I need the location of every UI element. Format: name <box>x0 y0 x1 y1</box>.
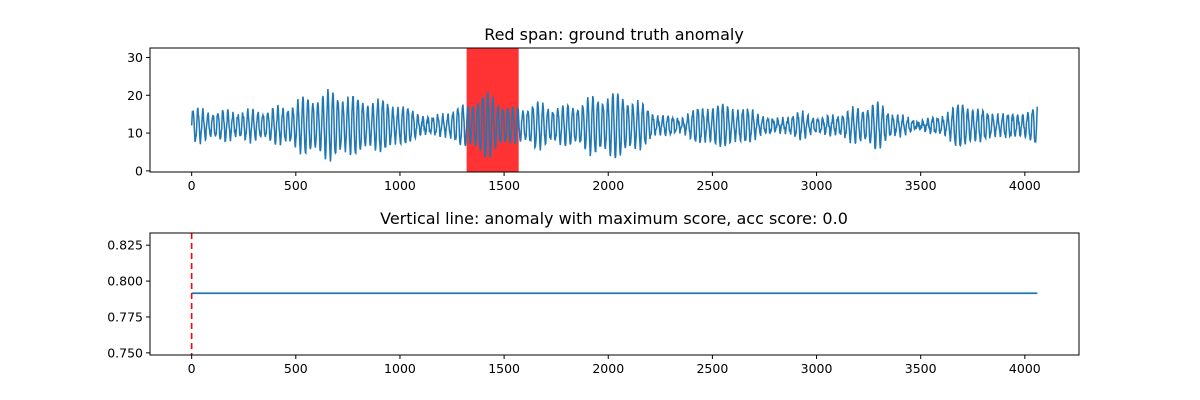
top-chart-x-ticks: 0 500 1000 1500 2000 2500 3000 3500 4000 <box>188 172 1041 193</box>
x-tick-label: 2500 <box>696 361 728 376</box>
y-tick-label: 0.775 <box>107 309 143 324</box>
bottom-chart-x-ticks: 0 500 1000 1500 2000 2500 3000 3500 4000 <box>188 355 1041 376</box>
x-tick-label: 1500 <box>488 361 520 376</box>
top-chart-frame <box>149 47 1080 173</box>
x-tick-label: 4000 <box>1009 178 1041 193</box>
y-tick-label: 0 <box>135 163 143 178</box>
x-tick-label: 1500 <box>488 178 520 193</box>
x-tick-label: 3500 <box>905 178 937 193</box>
x-tick-label: 3000 <box>801 178 833 193</box>
x-tick-label: 3000 <box>801 361 833 376</box>
top-chart-title: Red span: ground truth anomaly <box>484 25 744 44</box>
y-tick-label: 0.825 <box>107 238 143 253</box>
y-tick-label: 10 <box>127 126 143 141</box>
top-chart: Red span: ground truth anomaly 0 500 1000 1… <box>127 25 1080 193</box>
x-tick-label: 500 <box>284 361 308 376</box>
y-tick-label: 30 <box>127 50 143 65</box>
top-chart-y-ticks: 0 10 20 30 <box>127 50 150 178</box>
bottom-chart-y-ticks: 0.750 0.775 0.800 0.825 <box>107 238 150 360</box>
x-tick-label: 1000 <box>384 178 416 193</box>
bottom-chart: Vertical line: anomaly with maximum scor… <box>107 209 1080 376</box>
bottom-chart-title: Vertical line: anomaly with maximum scor… <box>380 209 848 228</box>
y-tick-label: 0.750 <box>107 345 143 360</box>
signal-series-line <box>190 88 1039 162</box>
x-tick-label: 0 <box>188 361 196 376</box>
x-tick-label: 2000 <box>592 178 624 193</box>
x-tick-label: 1000 <box>384 361 416 376</box>
x-tick-label: 500 <box>284 178 308 193</box>
x-tick-label: 2000 <box>592 361 624 376</box>
x-tick-label: 0 <box>188 178 196 193</box>
y-tick-label: 20 <box>127 88 143 103</box>
x-tick-label: 2500 <box>696 178 728 193</box>
bottom-chart-series <box>190 233 1038 355</box>
y-tick-label: 0.800 <box>107 274 143 289</box>
x-tick-label: 4000 <box>1009 361 1041 376</box>
x-tick-label: 3500 <box>905 361 937 376</box>
top-chart-series <box>190 88 1039 162</box>
bottom-chart-frame <box>149 232 1080 356</box>
